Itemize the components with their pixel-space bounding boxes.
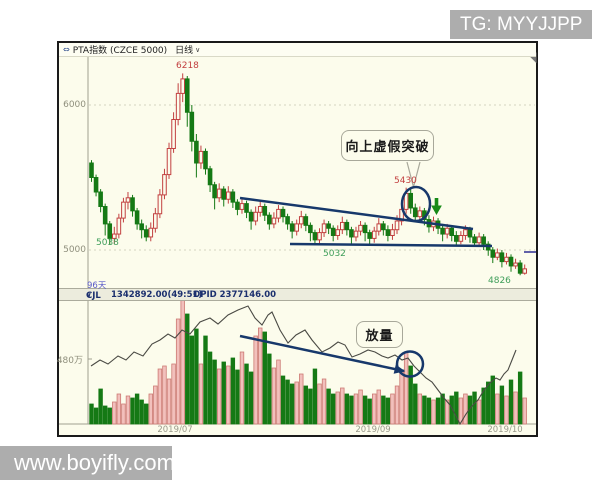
chevron-down-icon[interactable]: ∨	[195, 45, 201, 54]
x-axis-tick-sep: 2019/09	[355, 425, 391, 435]
volume-info-bar: CJL ∨ 1342892.00(49:51) OPID 2377146.00	[59, 288, 536, 301]
early-low-label: 5038	[96, 238, 119, 248]
y-axis-tick-6000: 6000	[63, 100, 86, 110]
days-count-label: 96天	[87, 281, 107, 291]
instrument-icon: ⇔	[63, 45, 70, 54]
telegram-watermark: TG: MYYJJPP	[450, 10, 592, 39]
instrument-title: PTA指数 (CZCE 5000)	[72, 46, 168, 56]
support-level-label: 5032	[323, 249, 346, 259]
peak-price-label: 6218	[176, 61, 199, 71]
x-axis-tick-oct: 2019/10	[487, 425, 523, 435]
chevron-down-icon[interactable]: ∨	[86, 291, 92, 299]
cjl-value: 1342892.00(49:51)	[111, 290, 203, 300]
breakout-high-label: 5430	[394, 176, 417, 186]
y-axis-tick-5000: 5000	[63, 245, 86, 255]
volume-axis-tick: 480万	[56, 356, 83, 366]
period-selector[interactable]: 日线	[175, 46, 194, 56]
opid-value: OPID 2377146.00	[193, 290, 277, 300]
x-axis-tick-jul: 2019/07	[157, 425, 193, 435]
volume-surge-annotation: 放量	[356, 321, 403, 348]
final-low-label: 4826	[488, 276, 511, 286]
website-watermark: www.boyifly.com	[0, 446, 175, 480]
chart-title-bar: ⇔ PTA指数 (CZCE 5000) 日线 ∨	[59, 43, 536, 57]
false-breakout-annotation: 向上虚假突破	[341, 130, 434, 161]
